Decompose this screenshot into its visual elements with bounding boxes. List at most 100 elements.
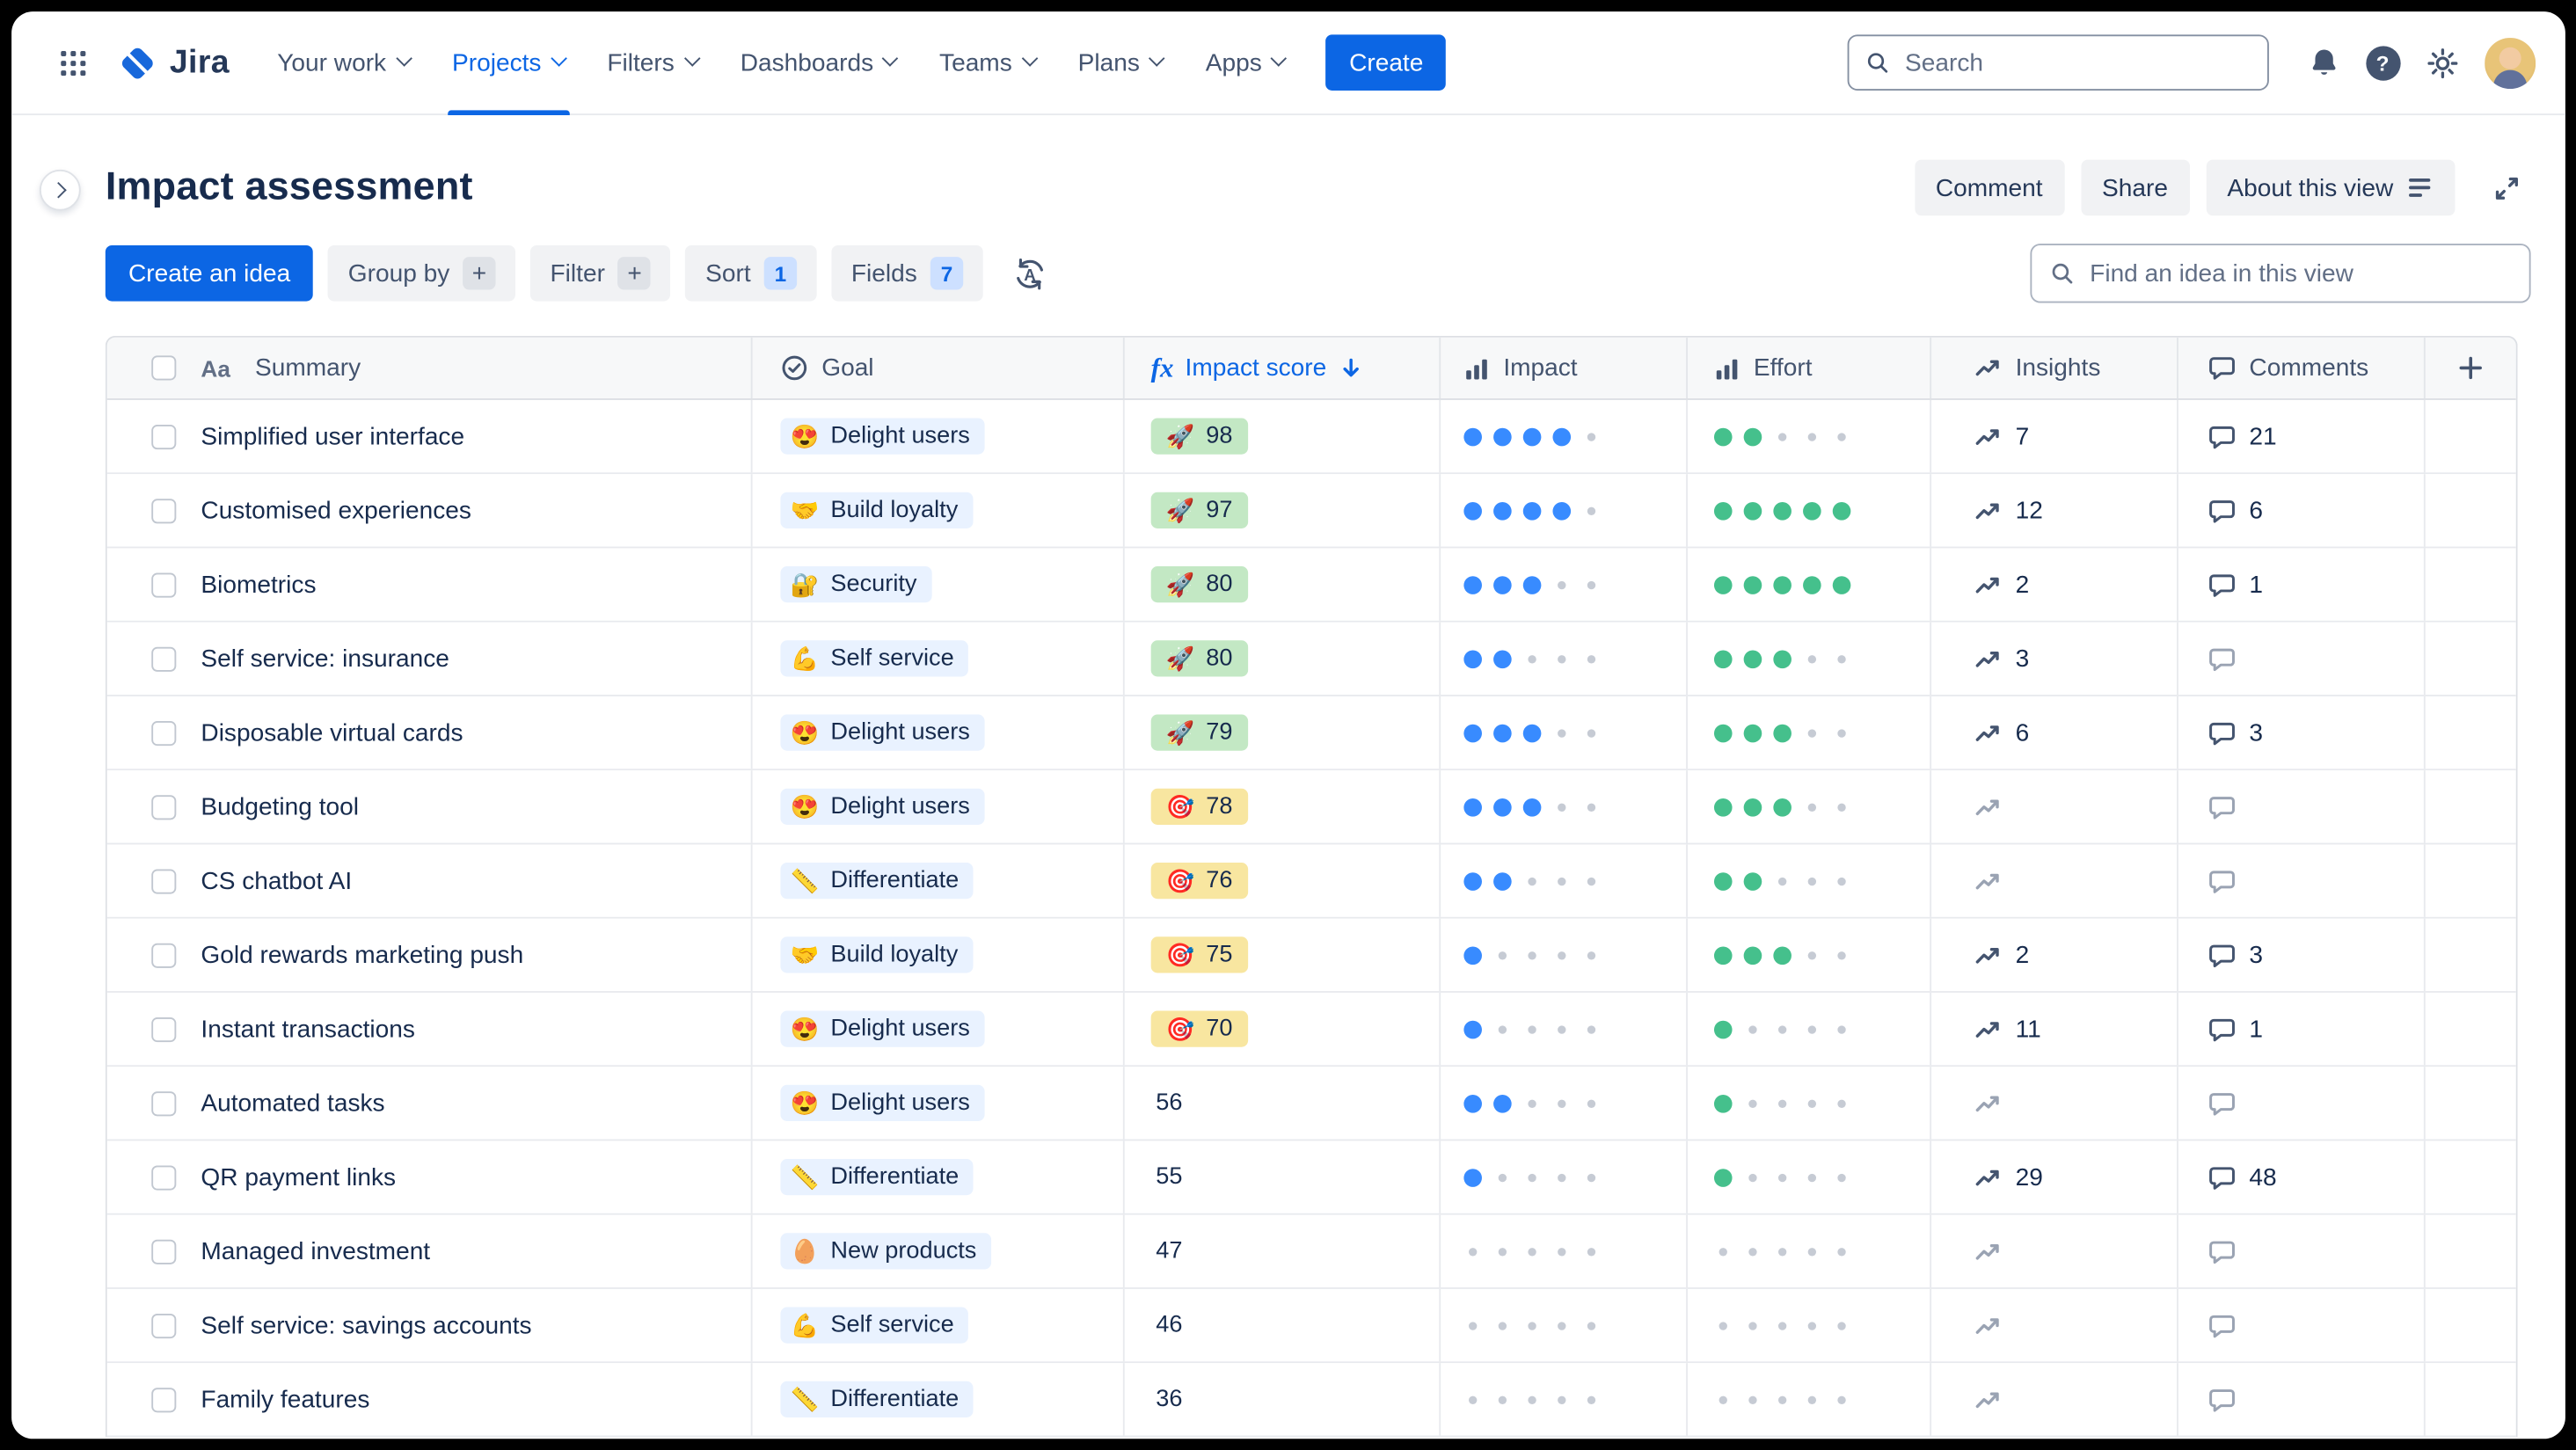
impact-rating[interactable] — [1463, 426, 1600, 446]
row-checkbox[interactable] — [151, 1387, 177, 1412]
rating-dot[interactable] — [1582, 1020, 1601, 1038]
rating-dot[interactable] — [1714, 1242, 1733, 1261]
settings-button[interactable] — [2425, 45, 2459, 79]
fullscreen-button[interactable] — [2484, 164, 2529, 210]
rating-dot[interactable] — [1523, 946, 1542, 965]
rating-dot[interactable] — [1523, 1242, 1542, 1261]
impact-score-badge[interactable]: 🎯 70 — [1150, 1010, 1248, 1047]
impact-rating[interactable] — [1463, 798, 1600, 816]
insights-cell[interactable] — [1931, 1288, 2178, 1362]
effort-rating[interactable] — [1714, 1316, 1850, 1335]
insights-cell[interactable]: 3 — [1931, 622, 2178, 696]
rating-dot[interactable] — [1522, 426, 1542, 446]
rating-dot[interactable] — [1833, 650, 1851, 668]
rating-dot[interactable] — [1552, 1242, 1571, 1261]
column-header-effort[interactable]: Effort — [1688, 337, 1932, 399]
rating-dot[interactable] — [1832, 501, 1851, 520]
rating-dot[interactable] — [1833, 427, 1851, 446]
effort-rating[interactable] — [1713, 575, 1851, 594]
goal-badge[interactable]: 😍 Delight users — [780, 788, 985, 825]
rating-dot[interactable] — [1833, 871, 1851, 890]
rating-dot[interactable] — [1773, 1390, 1792, 1409]
rating-dot[interactable] — [1463, 798, 1482, 816]
goal-badge[interactable]: 😍 Delight users — [780, 714, 985, 751]
row-checkbox[interactable] — [151, 572, 177, 597]
rating-dot[interactable] — [1773, 945, 1792, 965]
rating-dot[interactable] — [1743, 426, 1762, 446]
impact-rating[interactable] — [1463, 1390, 1600, 1409]
global-search[interactable] — [1846, 34, 2268, 91]
select-all-checkbox[interactable] — [151, 355, 177, 381]
impact-score-badge[interactable]: 🎯 75 — [1150, 936, 1248, 973]
nav-item-teams[interactable]: Teams — [918, 11, 1057, 114]
rating-dot[interactable] — [1523, 1020, 1542, 1038]
goal-badge[interactable]: 📏 Differentiate — [780, 863, 974, 900]
rating-dot[interactable] — [1552, 798, 1571, 816]
rating-dot[interactable] — [1523, 1094, 1542, 1112]
rating-dot[interactable] — [1463, 501, 1482, 520]
sort-button[interactable]: Sort 1 — [685, 244, 817, 302]
row-checkbox[interactable] — [151, 720, 177, 746]
nav-item-projects[interactable]: Projects — [431, 11, 586, 115]
idea-summary[interactable]: Simplified user interface — [201, 422, 465, 451]
comments-cell[interactable]: 21 — [2178, 399, 2426, 473]
rating-dot[interactable] — [1803, 798, 1821, 816]
impact-rating[interactable] — [1463, 1094, 1600, 1112]
table-row[interactable]: Self service: savings accounts 💪 Self se… — [106, 1288, 2516, 1364]
effort-rating[interactable] — [1713, 1019, 1850, 1038]
idea-summary[interactable]: Family features — [201, 1385, 370, 1414]
add-column-button[interactable] — [2426, 338, 2516, 398]
row-checkbox[interactable] — [151, 1313, 177, 1338]
impact-rating[interactable] — [1463, 871, 1600, 890]
rating-dot[interactable] — [1552, 426, 1572, 446]
comments-cell[interactable] — [2178, 1067, 2426, 1140]
create-idea-button[interactable]: Create an idea — [105, 244, 314, 302]
rating-dot[interactable] — [1803, 650, 1821, 668]
rating-dot[interactable] — [1493, 798, 1512, 816]
idea-summary[interactable]: Managed investment — [201, 1236, 431, 1265]
rating-dot[interactable] — [1833, 1390, 1851, 1409]
impact-rating[interactable] — [1463, 723, 1600, 742]
rating-dot[interactable] — [1523, 650, 1542, 668]
table-row[interactable]: Family features 📏 Differentiate 36 — [106, 1363, 2516, 1438]
rating-dot[interactable] — [1743, 723, 1762, 742]
rating-dot[interactable] — [1552, 871, 1571, 890]
rating-dot[interactable] — [1522, 798, 1542, 816]
effort-rating[interactable] — [1713, 798, 1850, 816]
goal-badge[interactable]: 🔐 Security — [780, 566, 932, 603]
rating-dot[interactable] — [1463, 1316, 1482, 1335]
rating-dot[interactable] — [1743, 945, 1762, 965]
impact-rating[interactable] — [1463, 1316, 1600, 1335]
find-idea-search[interactable] — [2029, 244, 2530, 303]
rating-dot[interactable] — [1523, 1168, 1542, 1186]
table-row[interactable]: Disposable virtual cards 😍 Delight users… — [106, 696, 2516, 771]
column-header-insights[interactable]: Insights — [1931, 337, 2178, 399]
notifications-button[interactable] — [2306, 45, 2340, 79]
rating-dot[interactable] — [1803, 427, 1821, 446]
effort-rating[interactable] — [1713, 649, 1851, 668]
rating-dot[interactable] — [1463, 426, 1482, 446]
row-checkbox[interactable] — [151, 794, 177, 820]
rating-dot[interactable] — [1773, 1316, 1792, 1335]
rating-dot[interactable] — [1493, 575, 1512, 594]
effort-rating[interactable] — [1713, 1094, 1850, 1112]
rating-dot[interactable] — [1463, 1242, 1482, 1261]
effort-rating[interactable] — [1713, 501, 1851, 520]
insights-cell[interactable]: 29 — [1931, 1140, 2178, 1213]
comments-cell[interactable] — [2178, 1288, 2426, 1362]
insights-cell[interactable]: 2 — [1931, 548, 2178, 621]
search-input[interactable] — [1901, 47, 2251, 78]
table-row[interactable]: Simplified user interface 😍 Delight user… — [106, 399, 2516, 475]
goal-badge[interactable]: 🤝 Build loyalty — [780, 936, 974, 973]
effort-rating[interactable] — [1713, 426, 1851, 446]
rating-dot[interactable] — [1463, 945, 1482, 965]
rating-dot[interactable] — [1463, 1168, 1482, 1186]
effort-rating[interactable] — [1713, 723, 1850, 742]
row-checkbox[interactable] — [151, 1164, 177, 1190]
rating-dot[interactable] — [1713, 871, 1733, 890]
idea-summary[interactable]: Self service: savings accounts — [201, 1311, 532, 1340]
rating-dot[interactable] — [1552, 724, 1571, 742]
rating-dot[interactable] — [1714, 1390, 1733, 1409]
effort-rating[interactable] — [1713, 871, 1851, 890]
row-checkbox[interactable] — [151, 1238, 177, 1264]
